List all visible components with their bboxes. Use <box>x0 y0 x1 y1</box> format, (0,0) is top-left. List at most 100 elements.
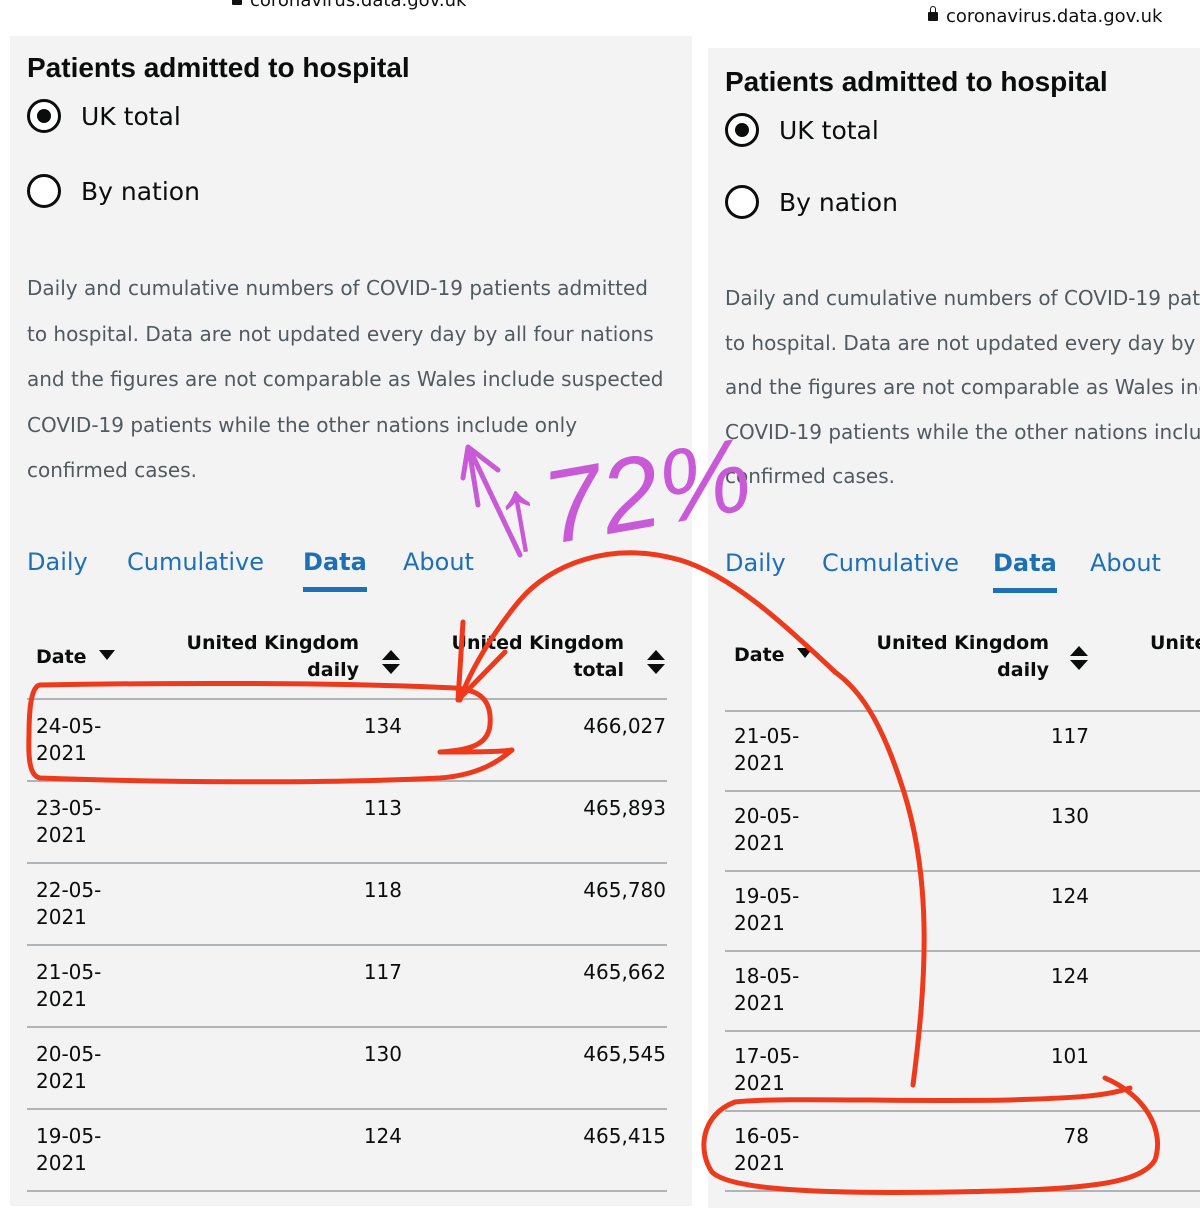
date-part: 20-05- <box>734 804 800 828</box>
radio-button[interactable] <box>725 185 759 219</box>
cell-daily: 124 <box>363 1124 402 1148</box>
column-header-uk-daily[interactable]: United Kingdom daily <box>877 630 1049 684</box>
radio-label: UK total <box>81 101 181 131</box>
date-part: 16-05- <box>734 1124 800 1148</box>
row-divider <box>725 1110 1200 1112</box>
row-divider <box>27 944 667 946</box>
column-header-uk-total[interactable]: Unite <box>1150 630 1200 657</box>
description-line: COVID-19 patients while the other nation… <box>725 419 1200 444</box>
radio-label: By nation <box>779 187 898 217</box>
description-line: and the figures are not comparable as Wa… <box>27 367 664 391</box>
cell-daily: 117 <box>1050 724 1089 748</box>
date-part: 2021 <box>36 741 87 765</box>
row-divider <box>725 1190 1200 1192</box>
date-part: 2021 <box>36 1069 87 1093</box>
description-line: Daily and cumulative numbers of COVID-19… <box>725 286 1200 310</box>
tab-cumulative[interactable]: Cumulative <box>822 549 959 577</box>
cell-date: 22-05- 2021 <box>36 877 101 931</box>
page-title: Patients admitted to hospital <box>27 52 410 83</box>
cell-daily: 117 <box>363 960 402 984</box>
date-part: 2021 <box>36 905 87 929</box>
date-part: 23-05- <box>36 796 102 820</box>
row-divider <box>725 790 1200 792</box>
url-bar-left[interactable]: coronavirus.data.gov.uk <box>232 0 466 11</box>
cell-date: 20-05- 2021 <box>734 803 799 857</box>
column-header-label: Date <box>734 644 785 666</box>
radio-button-checked[interactable] <box>27 99 61 133</box>
row-divider <box>27 862 667 864</box>
cell-daily: 124 <box>1050 964 1089 988</box>
screenshot-panel-right: Patients admitted to hospital UK total B… <box>708 48 1200 1208</box>
column-header-uk-total[interactable]: United Kingdom total <box>452 630 624 684</box>
radio-label: UK total <box>779 115 879 145</box>
lock-icon <box>232 0 242 5</box>
radio-label: By nation <box>81 176 200 206</box>
radio-button-checked[interactable] <box>725 113 759 147</box>
page-title: Patients admitted to hospital <box>725 66 1108 97</box>
sort-icon[interactable] <box>647 650 665 674</box>
cell-total: 465,415 <box>583 1124 666 1148</box>
radio-uk-total[interactable]: UK total <box>725 113 879 147</box>
description-line: confirmed cases. <box>725 464 895 488</box>
description-line: Daily and cumulative numbers of COVID-19… <box>27 276 648 300</box>
sort-descending-icon[interactable] <box>99 650 115 660</box>
date-part: 2021 <box>734 1151 785 1175</box>
cell-date: 16-05- 2021 <box>734 1123 799 1177</box>
radio-button[interactable] <box>27 174 61 208</box>
date-part: 19-05- <box>36 1124 102 1148</box>
tab-daily[interactable]: Daily <box>27 548 88 576</box>
cell-date: 21-05- 2021 <box>36 959 101 1013</box>
description-line: COVID-19 patients while the other nation… <box>27 412 578 437</box>
cell-total: 465,662 <box>583 960 666 984</box>
sort-icon[interactable] <box>1070 646 1088 670</box>
tab-about[interactable]: About <box>1090 549 1161 577</box>
row-divider <box>725 950 1200 952</box>
cell-total: 466,027 <box>583 714 666 738</box>
date-part: 2021 <box>36 987 87 1011</box>
column-header-date[interactable]: Date <box>36 644 87 671</box>
date-part: 2021 <box>734 831 785 855</box>
description-line: and the figures are not comparable as Wa… <box>725 375 1200 399</box>
column-header-label: United Kingdom <box>876 632 1049 654</box>
radio-by-nation[interactable]: By nation <box>725 185 898 219</box>
cell-daily: 78 <box>1063 1124 1089 1148</box>
column-header-label: Unite <box>1150 632 1200 654</box>
column-header-uk-daily[interactable]: United Kingdom daily <box>187 630 359 684</box>
cell-daily: 130 <box>363 1042 402 1066</box>
date-part: 22-05- <box>36 878 102 902</box>
row-divider <box>725 870 1200 872</box>
sort-descending-icon[interactable] <box>797 648 813 658</box>
tab-bar: Daily Cumulative Data About <box>725 549 1195 593</box>
sort-icon[interactable] <box>382 650 400 674</box>
date-part: 19-05- <box>734 884 800 908</box>
tab-about[interactable]: About <box>403 548 474 576</box>
radio-uk-total[interactable]: UK total <box>27 99 181 133</box>
description: Daily and cumulative numbers of COVID-19… <box>725 276 1200 499</box>
row-divider <box>725 1030 1200 1032</box>
lock-icon <box>928 6 938 21</box>
date-part: 2021 <box>734 1071 785 1095</box>
tab-data[interactable]: Data <box>993 549 1057 593</box>
date-part: 21-05- <box>734 724 800 748</box>
screenshot-panel-left: Patients admitted to hospital UK total B… <box>10 36 692 1206</box>
cell-date: 17-05- 2021 <box>734 1043 799 1097</box>
date-part: 24-05- <box>36 714 102 738</box>
radio-by-nation[interactable]: By nation <box>27 174 200 208</box>
date-part: 2021 <box>36 823 87 847</box>
description-line: confirmed cases. <box>27 458 197 482</box>
cell-date: 18-05- 2021 <box>734 963 799 1017</box>
tab-cumulative[interactable]: Cumulative <box>127 548 264 576</box>
date-part: 2021 <box>734 911 785 935</box>
column-header-label: total <box>573 659 624 681</box>
tab-data[interactable]: Data <box>303 548 367 592</box>
tab-daily[interactable]: Daily <box>725 549 786 577</box>
url-bar-right[interactable]: coronavirus.data.gov.uk <box>928 6 1162 27</box>
date-part: 21-05- <box>36 960 102 984</box>
column-header-label: daily <box>307 659 359 681</box>
column-header-label: United Kingdom <box>186 632 359 654</box>
cell-daily: 134 <box>363 714 402 738</box>
cell-daily: 118 <box>363 878 402 902</box>
column-header-label: daily <box>997 659 1049 681</box>
cell-daily: 101 <box>1050 1044 1089 1068</box>
column-header-date[interactable]: Date <box>734 642 785 669</box>
